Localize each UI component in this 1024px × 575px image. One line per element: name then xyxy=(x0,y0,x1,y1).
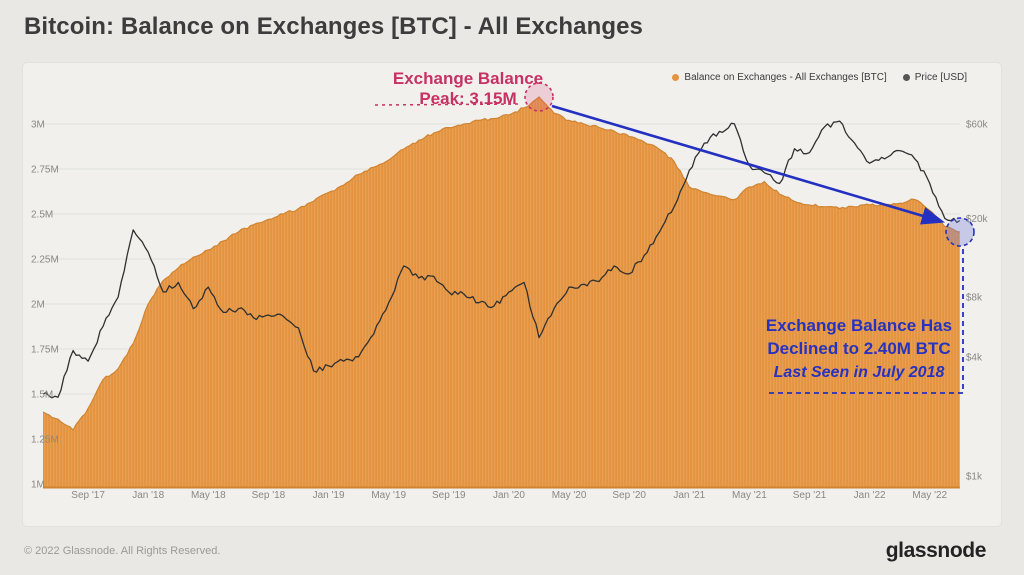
chart-canvas: glassnode 1M1.25M1.5M1.75M2M2.25M2.5M2.7… xyxy=(31,69,989,501)
decline-dashed-box xyxy=(767,249,964,394)
copyright: © 2022 Glassnode. All Rights Reserved. xyxy=(24,545,221,557)
svg-text:May '19: May '19 xyxy=(371,490,406,501)
svg-text:Jan '20: Jan '20 xyxy=(493,490,525,501)
chart-card: glassnode 1M1.25M1.5M1.75M2M2.25M2.5M2.7… xyxy=(22,62,1002,527)
svg-text:Sep '21: Sep '21 xyxy=(793,490,827,501)
svg-text:May '20: May '20 xyxy=(552,490,587,501)
decline-annotation: Exchange Balance Has Declined to 2.40M B… xyxy=(551,104,975,394)
svg-text:2M: 2M xyxy=(31,300,45,311)
decline-annotation-line1: Exchange Balance Has xyxy=(766,316,952,335)
svg-text:1M: 1M xyxy=(31,480,45,491)
svg-text:1.25M: 1.25M xyxy=(31,435,59,446)
svg-text:$60k: $60k xyxy=(966,119,989,130)
svg-text:May '21: May '21 xyxy=(732,490,767,501)
peak-annotation-line1: Exchange Balance xyxy=(393,69,543,88)
price-series-dot xyxy=(902,74,910,81)
svg-text:May '18: May '18 xyxy=(191,490,226,501)
legend-balance-label: Balance on Exchanges - All Exchanges [BT… xyxy=(684,72,887,83)
svg-text:3M: 3M xyxy=(31,120,45,131)
svg-text:1.5M: 1.5M xyxy=(31,390,53,401)
svg-text:May '22: May '22 xyxy=(912,490,947,501)
svg-text:Jan '22: Jan '22 xyxy=(854,490,886,501)
svg-text:Jan '18: Jan '18 xyxy=(132,490,164,501)
svg-text:$8k: $8k xyxy=(966,293,983,304)
peak-annotation: Exchange Balance Peak: 3.15M xyxy=(374,69,554,112)
decline-arrow xyxy=(551,104,945,225)
legend-item-balance[interactable]: Balance on Exchanges - All Exchanges [BT… xyxy=(672,72,887,83)
svg-text:2.25M: 2.25M xyxy=(31,255,59,266)
svg-text:Jan '19: Jan '19 xyxy=(313,490,345,501)
decline-annotation-line2: Declined to 2.40M BTC xyxy=(767,339,950,358)
svg-text:Jan '21: Jan '21 xyxy=(673,490,705,501)
axis-labels: 1M 1.25M 1.5M 1.75M 2M 2.25M 2.5M 2.75M 3M $1k $4k… xyxy=(31,119,989,501)
page-title: Bitcoin: Balance on Exchanges [BTC] - Al… xyxy=(24,13,643,40)
chart-legend: Balance on Exchanges - All Exchanges [BT… xyxy=(672,72,967,83)
svg-text:$4k: $4k xyxy=(966,352,983,363)
peak-annotation-line2: Peak: 3.15M xyxy=(419,89,516,108)
end-highlight-circle xyxy=(945,217,975,247)
glassnode-wordmark: glassnode xyxy=(885,539,987,562)
svg-text:$20k: $20k xyxy=(966,214,989,225)
svg-text:2.5M: 2.5M xyxy=(31,210,53,221)
legend-price-label: Price [USD] xyxy=(914,72,967,83)
svg-text:Sep '19: Sep '19 xyxy=(432,490,466,501)
legend-item-price[interactable]: Price [USD] xyxy=(902,72,967,83)
data-series xyxy=(42,96,961,489)
svg-text:Sep '17: Sep '17 xyxy=(71,490,105,501)
svg-text:Sep '20: Sep '20 xyxy=(612,490,646,501)
peak-highlight-circle xyxy=(524,82,554,112)
balance-series-dot xyxy=(672,74,680,81)
decline-annotation-line3: Last Seen in July 2018 xyxy=(774,364,945,381)
svg-text:Sep '18: Sep '18 xyxy=(252,490,286,501)
svg-text:2.75M: 2.75M xyxy=(31,165,59,176)
footer: © 2022 Glassnode. All Rights Reserved. g… xyxy=(0,527,1024,575)
svg-text:1.75M: 1.75M xyxy=(31,345,59,356)
svg-text:$1k: $1k xyxy=(966,472,983,483)
